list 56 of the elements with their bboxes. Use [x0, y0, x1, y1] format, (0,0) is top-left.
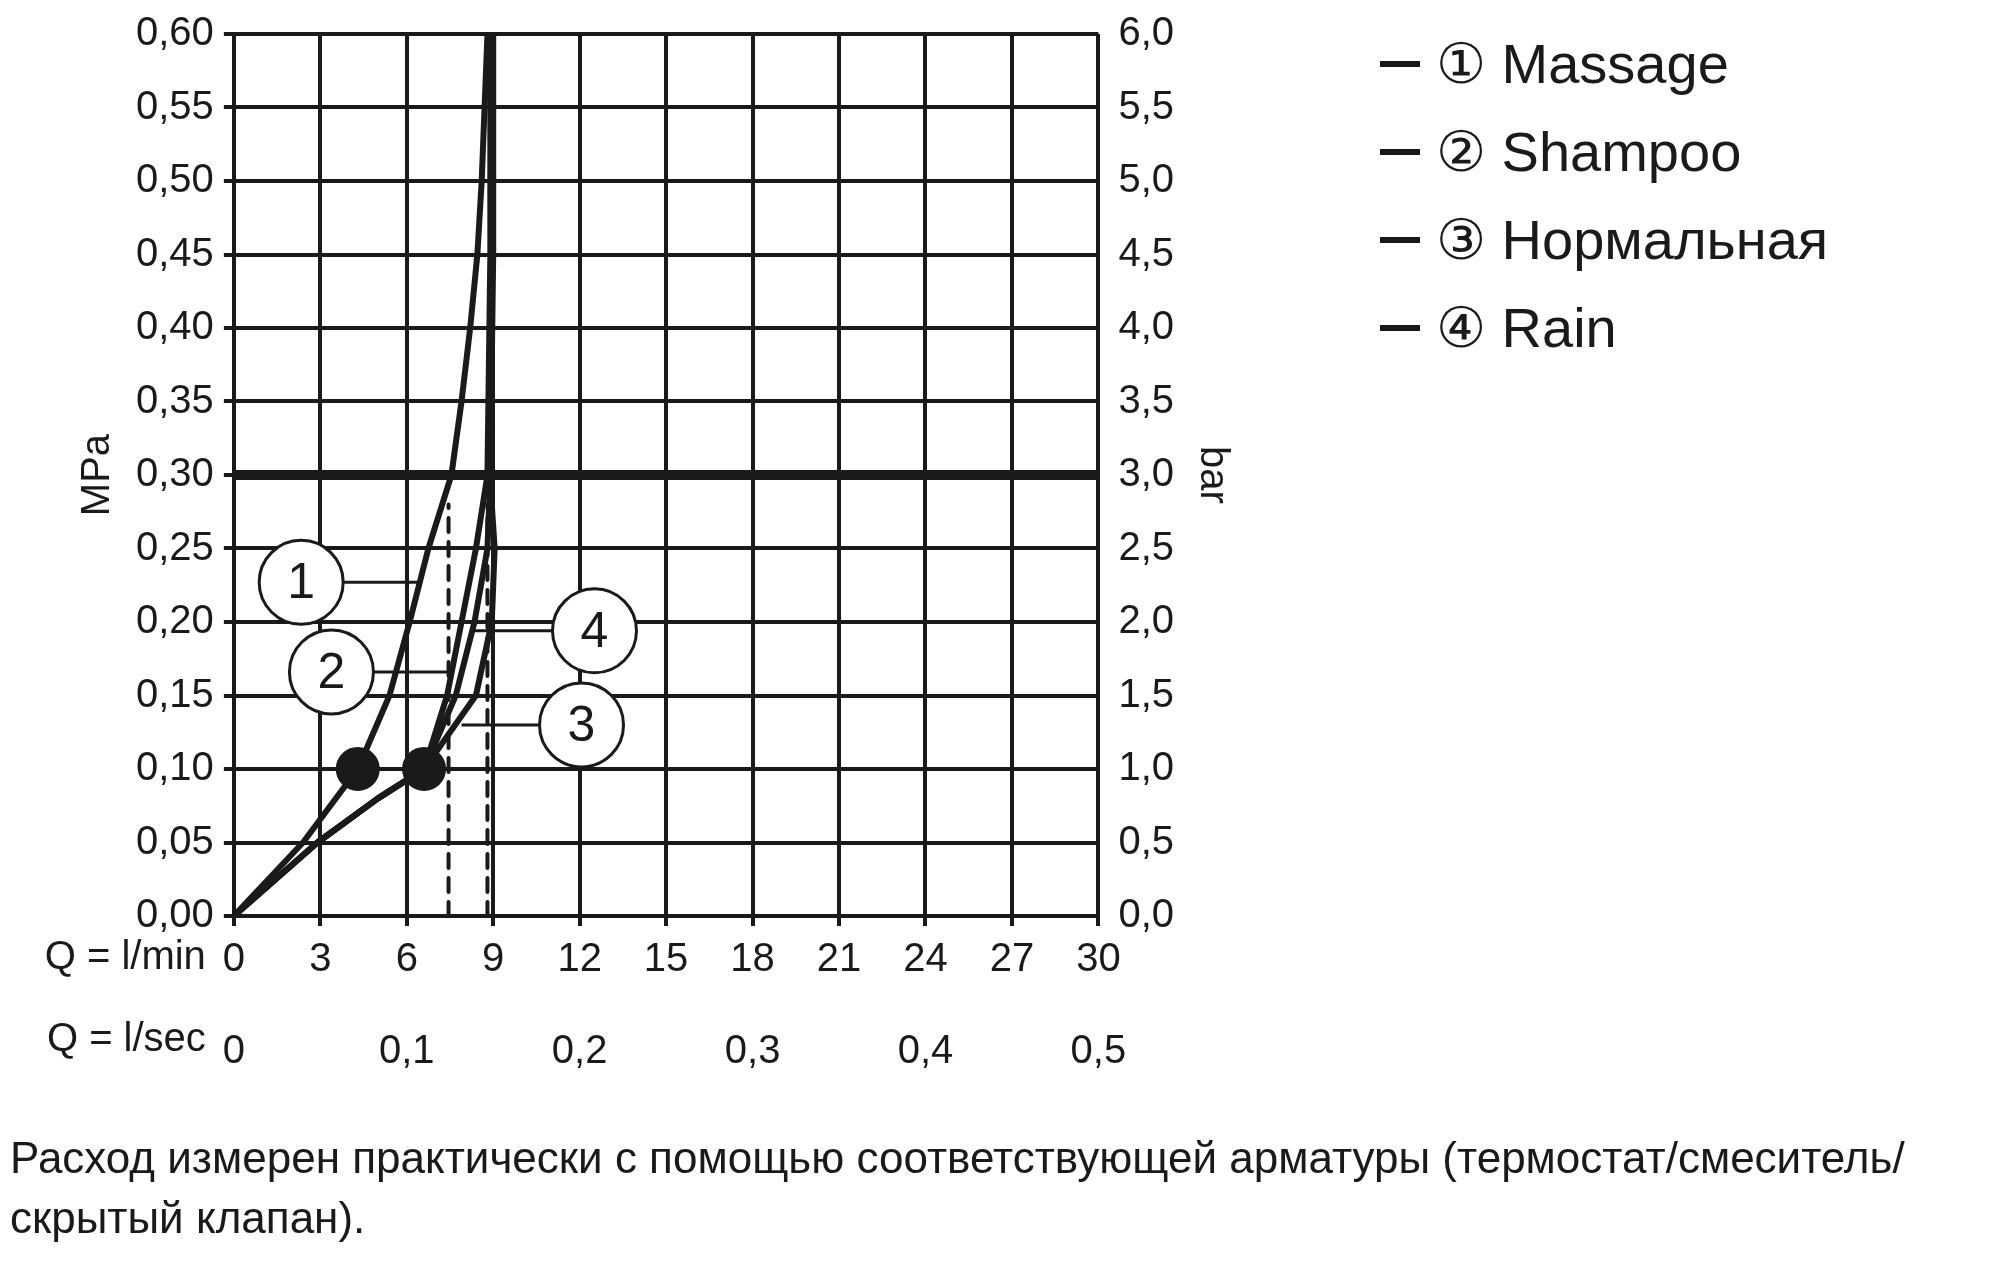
legend-label: ① Massage — [1436, 31, 1729, 97]
x-tick-label: 0 — [222, 935, 245, 980]
x-tick-label: 18 — [730, 935, 775, 980]
x-tick-label: 6 — [395, 935, 418, 980]
y-tick-label: 0,60 — [135, 9, 214, 54]
y-tick-label: 0,30 — [135, 450, 214, 495]
y-tick-label: 0,50 — [135, 156, 214, 201]
annotation: 4 — [580, 601, 609, 658]
y-tick-label: 0,45 — [135, 229, 214, 274]
legend-label: ③ Нормальная — [1436, 207, 1829, 273]
x-tick-label: 30 — [1076, 935, 1121, 980]
x2-axis-title: Q = l/sec — [46, 1015, 206, 1060]
y2-tick-label: 0,0 — [1118, 891, 1174, 936]
x2-tick-label: 0,1 — [378, 1027, 435, 1072]
x-tick-label: 12 — [557, 935, 602, 980]
x-tick-label: 27 — [989, 935, 1035, 980]
x-tick-label: 15 — [643, 935, 689, 980]
y-tick-label: 0,35 — [135, 376, 214, 421]
x-tick-label: 21 — [816, 935, 862, 980]
y2-tick-label: 1,5 — [1118, 670, 1174, 715]
legend-label: ④ Rain — [1436, 295, 1617, 361]
y-tick-label: 0,20 — [135, 597, 214, 642]
y2-tick-label: 3,5 — [1118, 376, 1174, 421]
x-tick-label: 9 — [482, 935, 505, 980]
x-tick-label: 3 — [309, 935, 332, 980]
annotation: 1 — [287, 553, 316, 610]
y2-tick-label: 4,5 — [1118, 229, 1174, 274]
y2-tick-label: 3,0 — [1118, 450, 1174, 495]
y2-tick-label: 5,5 — [1118, 82, 1174, 127]
y2-tick-label: 2,5 — [1118, 523, 1174, 568]
y-tick-label: 0,25 — [135, 523, 214, 568]
annotation: 2 — [317, 642, 346, 699]
y2-tick-label: 2,0 — [1118, 597, 1174, 642]
y-tick-label: 0,10 — [135, 744, 214, 789]
y2-tick-label: 5,0 — [1118, 156, 1174, 201]
text: Расход измерен практически с помощью соответствующей арматуры (термостат/смеситель/скрытый клапан). — [10, 1132, 1906, 1244]
x-axis-title: Q = l/min — [44, 933, 206, 978]
annotation: 3 — [567, 695, 596, 752]
legend-label: ② Shampoo — [1436, 119, 1742, 185]
x2-tick-label: 0,2 — [551, 1027, 608, 1072]
y-tick-label: 0,15 — [135, 670, 214, 715]
y2-tick-label: 4,0 — [1118, 303, 1174, 348]
x2-tick-label: 0,4 — [897, 1027, 954, 1072]
x2-tick-label: 0,3 — [724, 1027, 781, 1072]
y2-axis-title: bar — [1192, 446, 1237, 504]
y-tick-label: 0,55 — [135, 82, 214, 127]
y-tick-label: 0,00 — [135, 891, 214, 936]
y-tick-label: 0,05 — [135, 817, 214, 862]
y2-tick-label: 1,0 — [1118, 744, 1174, 789]
x-tick-label: 24 — [903, 935, 948, 980]
y-tick-label: 0,40 — [135, 303, 214, 348]
y-axis-title: MPa — [73, 433, 118, 517]
y2-tick-label: 0,5 — [1118, 817, 1174, 862]
x2-tick-label: 0,5 — [1070, 1027, 1127, 1072]
y2-tick-label: 6,0 — [1118, 9, 1174, 54]
x2-tick-label: 0 — [222, 1027, 245, 1072]
